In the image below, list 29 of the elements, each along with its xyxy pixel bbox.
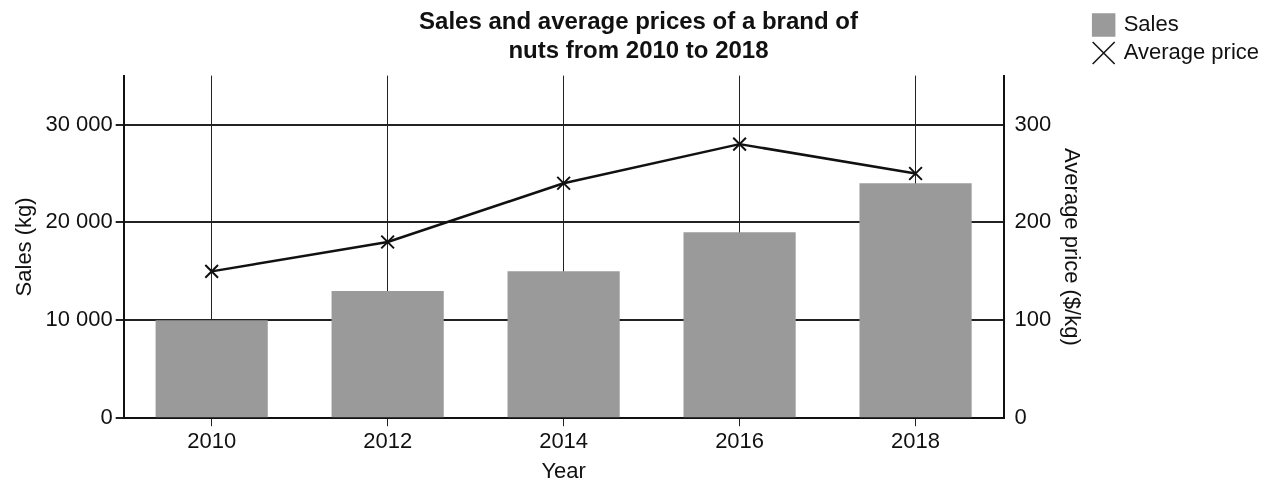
legend-label: Average price [1123, 39, 1259, 65]
point [380, 234, 396, 250]
x-tick-label: 2014 [539, 428, 589, 454]
y2-tick-label: 200 [1014, 208, 1052, 234]
bar [683, 232, 796, 418]
point [556, 175, 571, 191]
legend-label: Sales [1123, 11, 1179, 37]
y2-tick-label: 100 [1014, 306, 1052, 332]
y2-tick-label: 300 [1014, 110, 1052, 136]
bar [859, 183, 972, 418]
x-tick-label: 2016 [715, 428, 765, 454]
y2-axis-title: Average price ($/kg) [1060, 148, 1086, 346]
y-axis-title: Sales (kg) [11, 197, 37, 297]
y-tick-label: 10 000 [45, 306, 113, 332]
y-tick-label: 30 000 [45, 110, 113, 136]
y-tick-label: 20 000 [45, 208, 113, 234]
x-tick-label: 2012 [363, 428, 413, 454]
bar [507, 271, 620, 418]
point [204, 264, 220, 279]
x-tick-label: 2018 [891, 428, 941, 454]
chart-title: Sales and average prices of a brand of nuts from 2010 to 2018 [419, 7, 859, 63]
x-axis-title: Year [541, 457, 586, 483]
point [908, 166, 923, 181]
point [732, 136, 747, 152]
y-tick-label: 0 [100, 404, 113, 430]
x-tick-label: 2010 [187, 428, 237, 454]
bar [331, 290, 444, 418]
bar [155, 320, 268, 418]
y2-tick-label: 0 [1014, 404, 1027, 430]
